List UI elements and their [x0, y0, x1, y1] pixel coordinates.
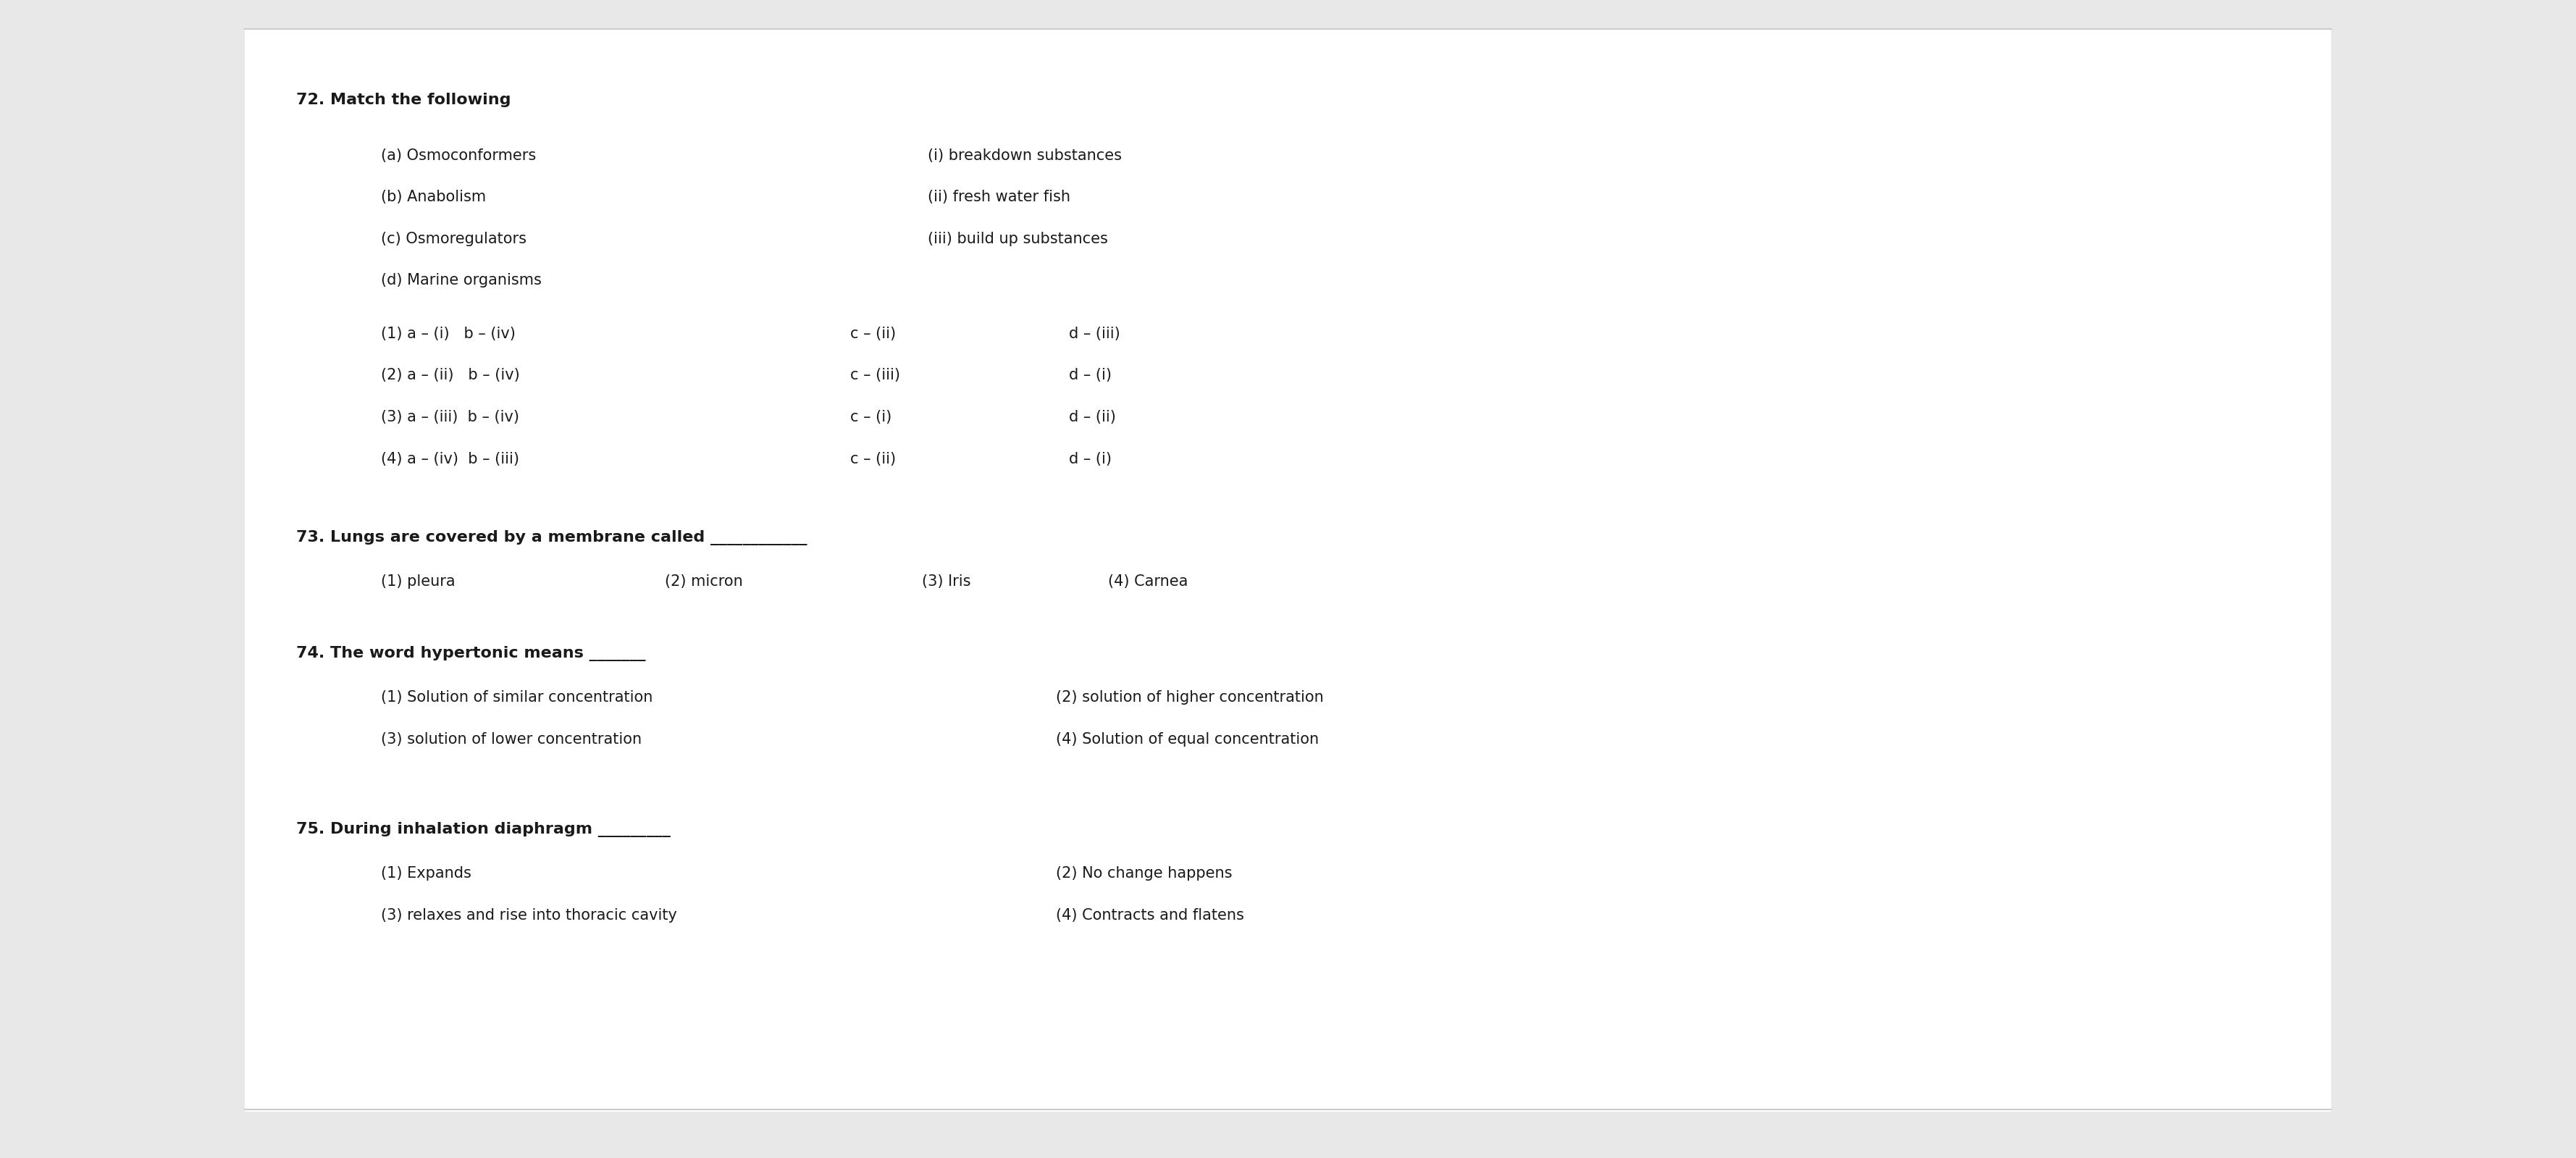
Text: 72. Match the following: 72. Match the following [296, 93, 510, 108]
Text: (2) solution of higher concentration: (2) solution of higher concentration [1056, 690, 1324, 705]
Text: c – (i): c – (i) [850, 410, 891, 425]
Text: (1) Solution of similar concentration: (1) Solution of similar concentration [381, 690, 654, 705]
Text: (3) a – (iii)  b – (iv): (3) a – (iii) b – (iv) [381, 410, 520, 425]
Text: (3) solution of lower concentration: (3) solution of lower concentration [381, 732, 641, 747]
Text: (1) Expands: (1) Expands [381, 866, 471, 881]
Text: d – (i): d – (i) [1069, 452, 1113, 467]
Text: (2) micron: (2) micron [665, 574, 742, 589]
Text: (1) a – (i)   b – (iv): (1) a – (i) b – (iv) [381, 327, 515, 342]
Text: (4) Solution of equal concentration: (4) Solution of equal concentration [1056, 732, 1319, 747]
Text: (iii) build up substances: (iii) build up substances [927, 232, 1108, 247]
Text: (2) No change happens: (2) No change happens [1056, 866, 1231, 881]
Text: d – (i): d – (i) [1069, 368, 1113, 383]
Text: (4) Contracts and flatens: (4) Contracts and flatens [1056, 908, 1244, 923]
Text: (a) Osmoconformers: (a) Osmoconformers [381, 148, 536, 163]
Text: (3) relaxes and rise into thoracic cavity: (3) relaxes and rise into thoracic cavit… [381, 908, 677, 923]
Text: (1) pleura: (1) pleura [381, 574, 456, 589]
Text: (i) breakdown substances: (i) breakdown substances [927, 148, 1121, 163]
Text: (4) a – (iv)  b – (iii): (4) a – (iv) b – (iii) [381, 452, 520, 467]
Text: 73. Lungs are covered by a membrane called ____________: 73. Lungs are covered by a membrane call… [296, 530, 806, 545]
Text: (4) Carnea: (4) Carnea [1108, 574, 1188, 589]
Text: (b) Anabolism: (b) Anabolism [381, 190, 487, 205]
Text: d – (ii): d – (ii) [1069, 410, 1115, 425]
Text: d – (iii): d – (iii) [1069, 327, 1121, 342]
FancyBboxPatch shape [245, 29, 2331, 1112]
Text: (ii) fresh water fish: (ii) fresh water fish [927, 190, 1069, 205]
Text: 74. The word hypertonic means _______: 74. The word hypertonic means _______ [296, 646, 647, 661]
Text: 75. During inhalation diaphragm _________: 75. During inhalation diaphragm ________… [296, 822, 670, 837]
Text: (2) a – (ii)   b – (iv): (2) a – (ii) b – (iv) [381, 368, 520, 383]
Text: c – (iii): c – (iii) [850, 368, 899, 383]
Text: c – (ii): c – (ii) [850, 327, 896, 342]
Text: (c) Osmoregulators: (c) Osmoregulators [381, 232, 528, 247]
Text: (d) Marine organisms: (d) Marine organisms [381, 273, 541, 288]
Text: (3) Iris: (3) Iris [922, 574, 971, 589]
Text: c – (ii): c – (ii) [850, 452, 896, 467]
